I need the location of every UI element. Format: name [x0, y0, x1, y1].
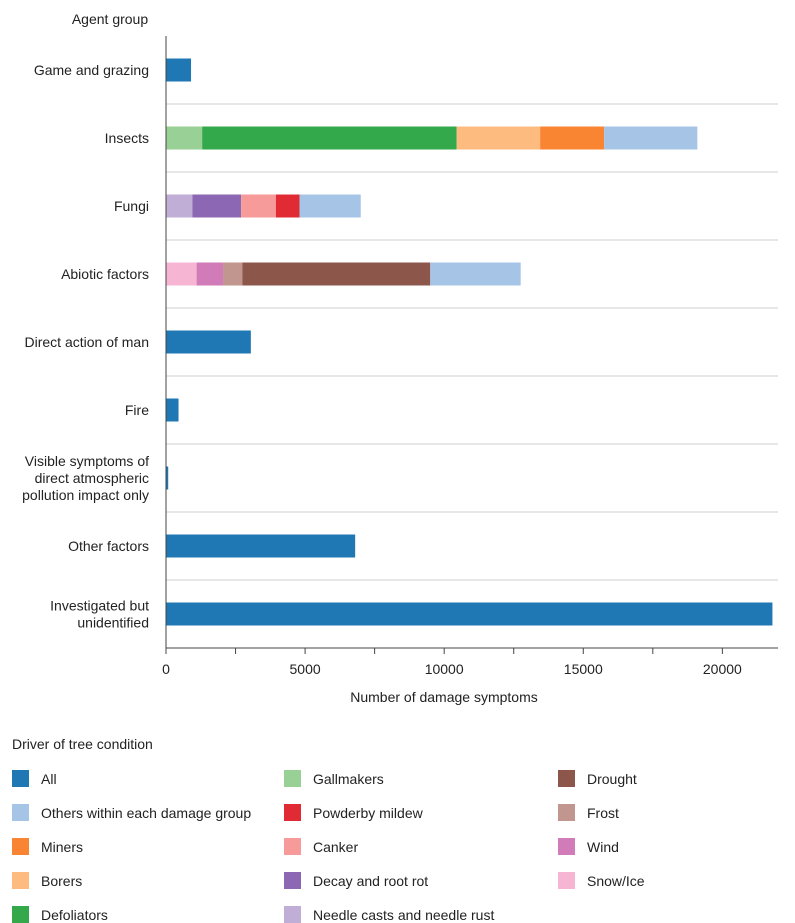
legend-title: Driver of tree condition [12, 736, 153, 752]
legend-label: Others within each damage group [41, 804, 252, 821]
bar-segment [196, 262, 224, 286]
legend-label: Defoliators [41, 906, 108, 923]
category-label: Fungi [114, 198, 149, 214]
legend-swatch [12, 838, 29, 855]
legend-swatch [12, 872, 29, 889]
bar-segment [604, 126, 698, 150]
legend-swatch [558, 872, 575, 889]
y-axis-title: Agent group [72, 11, 148, 27]
bar-segment [166, 262, 197, 286]
legend-label: Snow/Ice [587, 872, 645, 889]
legend-item: Powderby mildew [284, 804, 423, 821]
legend-label: Gallmakers [313, 770, 384, 787]
legend-label: Borers [41, 872, 83, 889]
legend-label: Canker [313, 838, 359, 855]
legend-item: Gallmakers [284, 770, 384, 787]
x-tick-label: 0 [162, 661, 170, 677]
legend-label: Decay and root rot [313, 872, 429, 889]
bar-segment [166, 534, 356, 558]
category-label: Visible symptoms of direct atmospheric pol… [22, 453, 149, 503]
x-tick-label: 5000 [290, 661, 321, 677]
category-label: Direct action of man [25, 334, 150, 350]
bar-segment [202, 126, 457, 150]
category-label: Insects [105, 130, 149, 146]
legend-swatch [558, 770, 575, 787]
legend-label: Miners [41, 838, 84, 855]
legend-swatch [12, 906, 29, 923]
damage-chart: Agent group Game and grazing Insects Fungi A… [22, 11, 778, 705]
legend-swatch [12, 804, 29, 821]
bar-segment [456, 126, 541, 150]
bar-segment [166, 194, 193, 218]
legend-label: Wind [587, 838, 619, 855]
category-label: Game and grazing [34, 62, 149, 78]
bar-segment [299, 194, 361, 218]
bar-segment [166, 58, 192, 82]
legend-item: Needle casts and needle rust [284, 906, 494, 923]
legend-swatch [558, 838, 575, 855]
legend-item: Decay and root rot [284, 872, 428, 889]
legend-item: Canker [284, 838, 358, 855]
legend-item: Defoliators [12, 906, 108, 923]
legend-label: Drought [587, 770, 637, 787]
legend-label: Powderby mildew [313, 804, 423, 821]
legend-label: Frost [587, 804, 619, 821]
legend-swatch [284, 838, 301, 855]
legend-item: Miners [12, 838, 83, 855]
bar-segment [430, 262, 521, 286]
bar-segment [166, 466, 169, 490]
x-tick-label: 10000 [425, 661, 464, 677]
bar-segment [166, 330, 251, 354]
legend-swatch [284, 906, 301, 923]
category-label: Fire [125, 402, 149, 418]
bar-segment [166, 126, 203, 150]
legend-label: All [41, 770, 57, 787]
category-label: Other factors [68, 538, 149, 554]
category-label: Abiotic factors [61, 266, 149, 282]
legend-item: Snow/Ice [558, 872, 645, 889]
bar-segment [166, 602, 773, 626]
bar-segment [540, 126, 605, 150]
bar-segment [275, 194, 300, 218]
legend-label: Needle casts and needle rust [313, 906, 495, 923]
category-label: Investigated but unidentified [50, 598, 149, 631]
legend-item: Borers [12, 872, 82, 889]
legend-swatch [284, 804, 301, 821]
x-tick-label: 20000 [703, 661, 742, 677]
bar-segment [241, 194, 276, 218]
legend-item: Drought [558, 770, 637, 787]
legend-item: Others within each damage group [12, 804, 251, 821]
legend-swatch [284, 770, 301, 787]
x-axis-title: Number of damage symptoms [350, 689, 538, 705]
bar-segment [242, 262, 431, 286]
legend-swatch [284, 872, 301, 889]
bar-segment [192, 194, 242, 218]
legend-item: Wind [558, 838, 619, 855]
x-tick-label: 15000 [564, 661, 603, 677]
legend-item: Frost [558, 804, 619, 821]
legend-swatch [12, 770, 29, 787]
bar-segment [223, 262, 243, 286]
bar-segment [166, 398, 179, 422]
legend-item: All [12, 770, 57, 787]
legend-swatch [558, 804, 575, 821]
